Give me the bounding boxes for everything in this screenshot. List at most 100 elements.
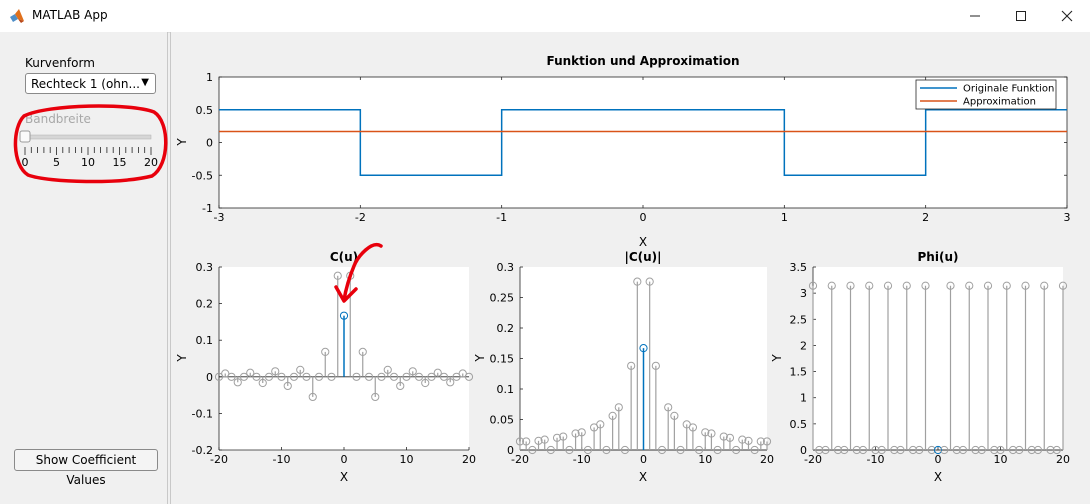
stem-marker [515,437,525,446]
stem-marker [756,437,765,446]
stem-marker [719,432,728,441]
stem-marker [602,445,611,455]
x-tick-label: -20 [210,453,228,466]
stem-marker [614,403,623,412]
x-tick-label: 10 [994,453,1008,466]
annotation-circle [13,104,168,184]
minimize-button[interactable] [952,0,998,32]
stem-marker [1052,445,1061,455]
stem-marker [464,372,474,381]
stem-marker [339,311,349,320]
stem-marker [377,372,386,381]
slider-tick-label: 20 [144,156,158,169]
stem-marker [358,347,367,357]
y-tick-label: -1 [202,202,213,215]
x-tick-label: 0 [341,453,348,466]
stem-marker [664,403,673,412]
stem-marker [977,445,986,455]
show-coefficient-values-button[interactable]: Show Coefficient Values [14,449,158,487]
stem-marker [827,281,836,290]
x-tick-label: -1 [496,211,507,224]
stem-marker [858,445,868,455]
stem-marker [1040,281,1049,290]
stem-marker [915,445,924,455]
minimize-icon [970,15,980,17]
stem-marker [1002,281,1011,290]
stem-marker [608,411,617,420]
bandwidth-slider[interactable]: 0 5 10 15 20 [0,120,167,180]
x-tick-label: -10 [573,453,591,466]
stem-marker [852,445,861,455]
close-button[interactable] [1044,0,1090,32]
slider-tick-label: 15 [113,156,127,169]
stem-marker [239,372,249,381]
cu-chart: -20 -10 0 10 20 0.3 0.2 0.1 0 -0.1 -0.2 C(u) X Y [175,250,476,484]
stem-marker [890,445,899,455]
stem-marker [1008,445,1018,455]
legend-box [915,79,1057,110]
waveform-dropdown[interactable]: Rechteck 1 (ohn... ▼ [25,73,156,94]
stem-marker [371,392,380,402]
y-tick-label: -0.5 [192,169,213,182]
stem-marker [583,445,593,455]
y-tick-label: 0.3 [196,261,214,274]
x-tick-label: 20 [462,453,476,466]
y-tick-label: 0.05 [490,414,515,427]
stem-marker [694,445,704,455]
stem-marker [750,445,759,455]
stem-marker [383,365,392,374]
waveform-label: Kurvenform [25,56,95,70]
stem-marker [701,428,710,437]
window-title: MATLAB App [32,8,108,22]
stem-marker [352,372,361,381]
x-tick-label: -20 [511,453,529,466]
stem-marker [833,445,843,455]
stem-marker [596,420,605,429]
stem-marker [846,281,855,290]
stem-marker [1046,445,1055,455]
stem-marker [1033,445,1043,455]
stem-marker [214,372,224,381]
annotation-arrow-icon [342,242,383,302]
stem-marker [433,368,442,377]
y-tick-label: 3.5 [790,261,808,274]
dropdown-arrow-icon: ▼ [141,77,149,88]
stem-marker [402,372,411,381]
stem-marker [808,281,818,290]
x-tick-label: -10 [867,453,885,466]
y-tick-label: 0.3 [497,261,515,274]
stem-marker [990,445,999,455]
stem-marker [871,445,880,455]
stem-marker [952,445,961,455]
phi-chart-title: Phi(u) [918,250,959,264]
phi-chart: -20 -10 0 10 20 3.5 3 2.5 2 1.5 1 0.5 0 Phi(u) X Y [770,250,1070,484]
x-tick-label: 0 [640,453,647,466]
x-tick-label: 20 [1056,453,1070,466]
stem-marker [725,433,735,442]
stem-marker [738,435,747,444]
stem-marker [762,437,772,446]
stem-marker [277,372,286,381]
slider-thumb[interactable] [19,130,31,143]
y-tick-label: 0 [507,444,514,457]
stem-marker [221,369,230,378]
y-tick-label: -0.1 [192,407,213,420]
y-tick-label: 0.2 [196,298,214,311]
stem-marker [902,281,911,290]
y-tick-label: 0 [206,137,213,150]
abs-cu-chart-title: |C(u)| [624,250,661,264]
x-tick-label: -20 [804,453,822,466]
stem-marker [439,372,449,381]
stem-marker [396,381,405,391]
stem-marker [1021,281,1030,290]
stem-marker [639,344,648,353]
x-tick-label: 0 [640,211,647,224]
stem-marker [296,365,305,374]
main-chart-xlabel: X [639,235,647,249]
cu-chart-content: -20 -10 0 10 20 0.3 0.2 0.1 0 -0.1 -0.2 [192,261,476,466]
maximize-button[interactable] [998,0,1044,32]
x-tick-label: -2 [355,211,366,224]
stem-marker [627,361,636,370]
annotation-arrowhead-icon [334,285,358,303]
